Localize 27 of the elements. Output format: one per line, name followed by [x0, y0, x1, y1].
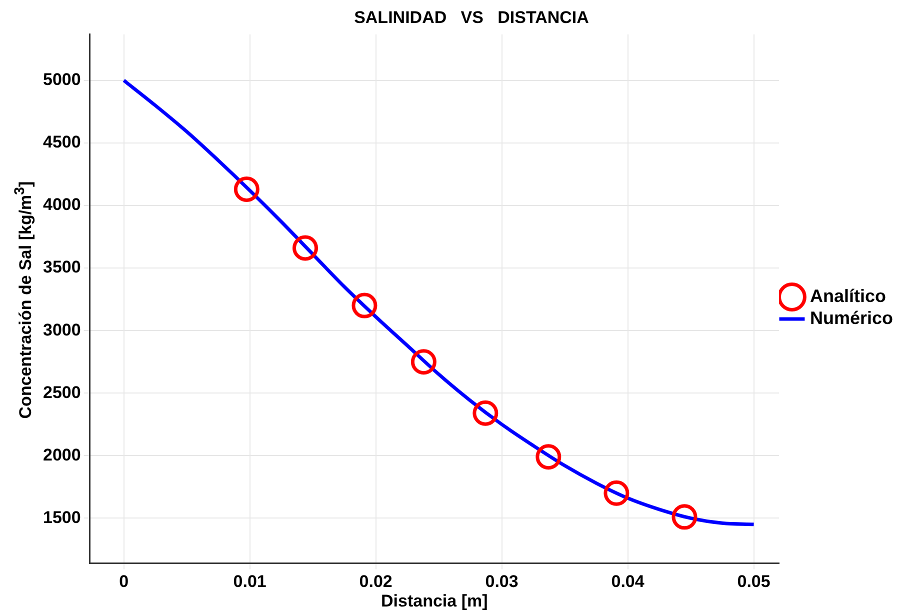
- y-tick-label: 4000: [42, 195, 81, 214]
- y-tick-label: 1500: [42, 508, 81, 527]
- legend-label: Analítico: [810, 286, 886, 306]
- point: [234, 176, 260, 202]
- point: [352, 292, 378, 318]
- x-tick-label: 0: [119, 572, 129, 592]
- x-tick-label: 0.05: [737, 572, 770, 592]
- point: [672, 504, 698, 530]
- point: [292, 235, 318, 261]
- point: [410, 349, 436, 375]
- y-tick-label: 2000: [42, 445, 81, 464]
- x-tick-label: 0.02: [359, 572, 392, 592]
- y-tick-label: 3000: [42, 320, 81, 340]
- legend-label: Numérico: [810, 308, 894, 328]
- x-axis-title: Distancia [m]: [381, 591, 488, 610]
- point: [536, 444, 562, 470]
- line-series: [122, 78, 756, 526]
- chart-title: SALINIDAD VS DISTANCIA: [354, 8, 589, 27]
- y-tick-label: 3500: [42, 258, 81, 277]
- point: [472, 400, 498, 426]
- y-tick-label: 2500: [42, 382, 81, 402]
- point: [604, 480, 630, 506]
- x-tick-label: 0.01: [233, 572, 266, 592]
- x-tick-label: 0.03: [485, 572, 518, 592]
- y-tick-label: 4500: [42, 132, 81, 152]
- y-tick-label: 5000: [42, 70, 81, 90]
- x-tick-label: 0.04: [611, 572, 645, 592]
